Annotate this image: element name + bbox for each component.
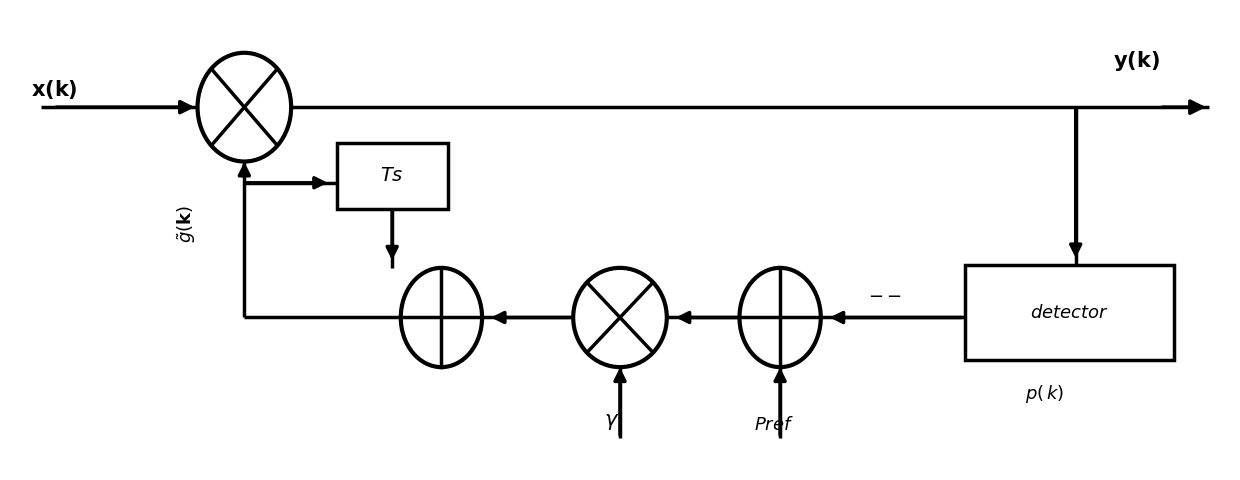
Text: $\mathit{Pref}$: $\mathit{Pref}$: [754, 415, 794, 433]
Ellipse shape: [739, 268, 821, 367]
Text: $p(\,k)$: $p(\,k)$: [1025, 383, 1065, 404]
Ellipse shape: [573, 268, 667, 367]
Text: $\mathbf{x(k)}$: $\mathbf{x(k)}$: [31, 78, 78, 100]
Text: $\mathit{detector}$: $\mathit{detector}$: [1030, 303, 1109, 321]
FancyBboxPatch shape: [965, 266, 1174, 360]
FancyBboxPatch shape: [337, 144, 448, 209]
Ellipse shape: [401, 268, 482, 367]
Text: $\mathbf{y(k)}$: $\mathbf{y(k)}$: [1112, 49, 1159, 73]
Text: $\mathit{Ts}$: $\mathit{Ts}$: [381, 166, 404, 184]
Text: $\tilde{g}(\mathbf{k})$: $\tilde{g}(\mathbf{k})$: [175, 204, 197, 242]
Ellipse shape: [197, 54, 291, 162]
Text: $--$: $--$: [868, 285, 901, 303]
Text: $\gamma$: $\gamma$: [604, 412, 619, 432]
